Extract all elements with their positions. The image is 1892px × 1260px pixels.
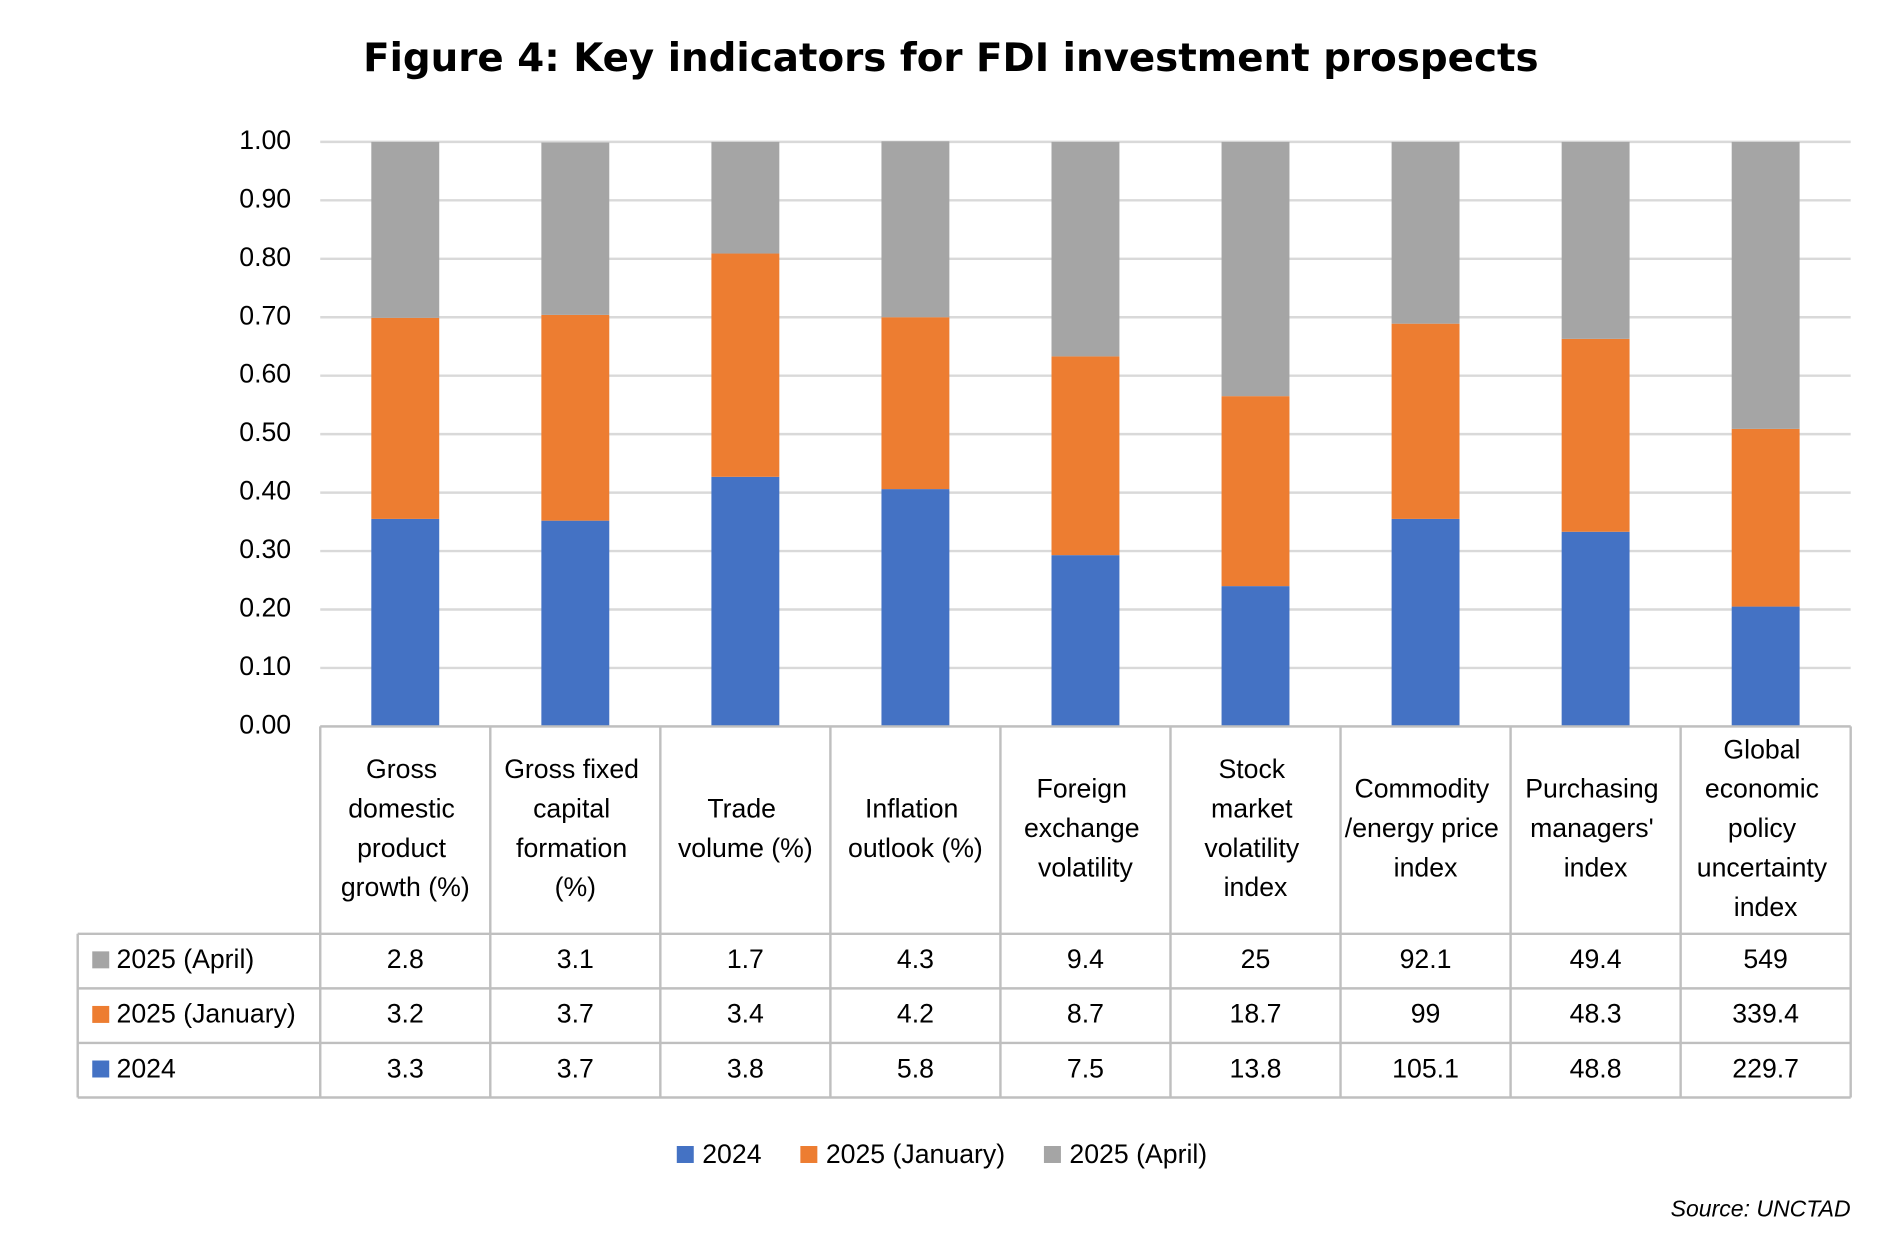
x-tick-label: Purchasing managers' index xyxy=(1525,774,1666,883)
table-cell: 3.7 xyxy=(557,999,594,1029)
y-tick-label: 0.20 xyxy=(239,593,291,623)
table-cell: 7.5 xyxy=(1067,1053,1104,1083)
legend-swatch xyxy=(92,951,110,969)
bar-segment xyxy=(1051,555,1120,727)
table-cell: 48.3 xyxy=(1570,999,1622,1029)
bar-segment xyxy=(881,141,950,318)
y-tick-label: 0.30 xyxy=(239,534,291,564)
x-tick-label: Gross domestic product growth (%) xyxy=(341,754,470,902)
bar-segment xyxy=(1731,428,1800,607)
table-cell: 4.3 xyxy=(897,944,934,974)
bar-segment xyxy=(1221,141,1290,397)
table-cell: 49.4 xyxy=(1570,944,1622,974)
bar-segment xyxy=(1561,141,1630,339)
y-tick-label: 0.10 xyxy=(239,651,291,681)
bar-segment xyxy=(371,518,440,727)
table-cell: 99 xyxy=(1411,999,1441,1029)
table-cell: 3.3 xyxy=(387,1053,424,1083)
y-tick-label: 0.80 xyxy=(239,242,291,272)
bar-segment xyxy=(711,253,780,477)
bar-segment xyxy=(371,141,440,318)
table-cell: 25 xyxy=(1241,944,1271,974)
bar-segment xyxy=(541,142,610,315)
bar-segment xyxy=(1561,338,1630,532)
y-tick-label: 0.50 xyxy=(239,417,291,447)
table-cell: 18.7 xyxy=(1230,999,1282,1029)
row-label: 2024 xyxy=(117,1053,176,1083)
bar-segment xyxy=(1391,141,1460,324)
table-cell: 2.8 xyxy=(387,944,424,974)
y-tick-label: 0.40 xyxy=(239,476,291,506)
x-tick-label: Stock market volatility index xyxy=(1204,754,1306,902)
source-note: Source: UNCTAD xyxy=(1671,1195,1851,1221)
legend-label: 2025 (April) xyxy=(1069,1139,1207,1169)
table-cell: 9.4 xyxy=(1067,944,1104,974)
x-tick-label: Commodity /energy price index xyxy=(1345,774,1507,883)
bar-segment xyxy=(711,476,780,727)
legend-swatch xyxy=(1043,1146,1061,1163)
legend-swatch xyxy=(92,1005,110,1023)
row-label: 2025 (January) xyxy=(117,999,296,1029)
legend-swatch xyxy=(676,1146,694,1163)
table-cell: 105.1 xyxy=(1392,1053,1459,1083)
chart-title: Figure 4: Key indicators for FDI investm… xyxy=(363,36,1539,81)
table-cell: 339.4 xyxy=(1732,999,1799,1029)
legend-label: 2024 xyxy=(702,1139,761,1169)
table-cell: 3.7 xyxy=(557,1053,594,1083)
bar-segment xyxy=(1221,396,1290,587)
legend-swatch xyxy=(92,1060,110,1078)
table-cell: 549 xyxy=(1743,944,1787,974)
x-tick-label: Trade volume (%) xyxy=(678,793,813,862)
table-cell: 4.2 xyxy=(897,999,934,1029)
bar-segment xyxy=(881,317,950,490)
legend-label: 2025 (January) xyxy=(826,1139,1005,1169)
y-tick-label: 0.00 xyxy=(239,709,291,739)
x-tick-label: Gross fixed capital formation (%) xyxy=(504,754,646,902)
bar-segment xyxy=(1221,586,1290,727)
table-cell: 8.7 xyxy=(1067,999,1104,1029)
y-tick-label: 0.60 xyxy=(239,359,291,389)
bar-segment xyxy=(1051,356,1120,556)
table-cell: 3.4 xyxy=(727,999,764,1029)
row-label: 2025 (April) xyxy=(117,944,255,974)
bar-segment xyxy=(1731,141,1800,429)
x-tick-label: Global economic policy uncertainty index xyxy=(1697,734,1835,922)
x-tick-label: Foreign exchange volatility xyxy=(1024,774,1147,883)
table-cell: 1.7 xyxy=(727,944,764,974)
table-cell: 3.8 xyxy=(727,1053,764,1083)
bar-segment xyxy=(1561,531,1630,727)
table-cell: 3.2 xyxy=(387,999,424,1029)
table-cell: 3.1 xyxy=(557,944,594,974)
table-cell: 229.7 xyxy=(1732,1053,1799,1083)
bar-segment xyxy=(1051,141,1120,357)
bar-segment xyxy=(881,489,950,727)
legend-swatch xyxy=(800,1146,818,1163)
bar-segment xyxy=(541,314,610,521)
y-tick-label: 1.00 xyxy=(239,125,291,155)
bar-segment xyxy=(1391,518,1460,727)
table-cell: 5.8 xyxy=(897,1053,934,1083)
bar-segment xyxy=(541,520,610,727)
y-tick-label: 0.70 xyxy=(239,300,291,330)
table-cell: 92.1 xyxy=(1400,944,1452,974)
table-cell: 13.8 xyxy=(1230,1053,1282,1083)
bar-segment xyxy=(1391,323,1460,519)
bar-segment xyxy=(371,317,440,519)
table-cell: 48.8 xyxy=(1570,1053,1622,1083)
bar-segment xyxy=(1731,606,1800,727)
x-tick-label: Inflation outlook (%) xyxy=(848,793,983,862)
bar-segment xyxy=(711,141,780,254)
y-tick-label: 0.90 xyxy=(239,183,291,213)
